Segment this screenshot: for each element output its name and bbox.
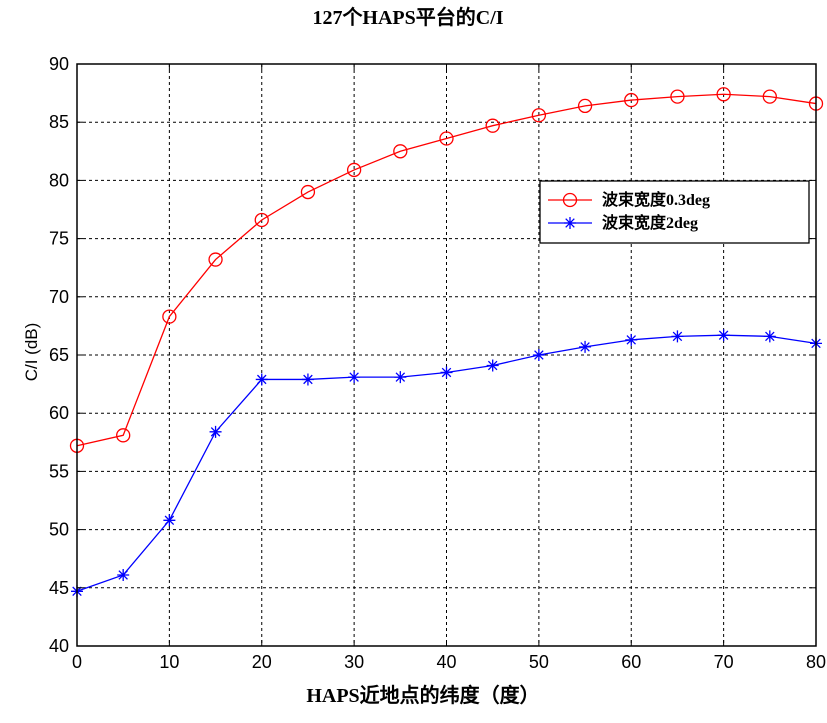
legend-label: 波束宽度2deg: [602, 213, 698, 232]
circle-marker: [762, 89, 777, 104]
circle-marker: [254, 212, 269, 228]
star-marker: [163, 514, 176, 527]
star-marker: [564, 217, 576, 229]
x-tick-label: 10: [159, 652, 179, 672]
circle-marker: [346, 162, 362, 178]
star-marker: [532, 349, 545, 361]
star-marker: [579, 340, 592, 353]
star-marker: [671, 330, 684, 343]
legend-label: 波束宽度0.3deg: [602, 190, 710, 209]
y-tick-label: 75: [49, 229, 69, 249]
series-1: [69, 87, 824, 453]
x-axis-label: HAPS近地点的纬度（度）: [306, 683, 539, 707]
star-marker: [255, 373, 268, 386]
star-marker: [348, 371, 361, 384]
x-tick-label: 60: [621, 652, 641, 672]
legend: 波束宽度0.3deg 波束宽度2deg: [539, 180, 810, 244]
plot-series: [69, 87, 824, 598]
star-marker: [486, 359, 499, 372]
star-marker: [394, 371, 407, 384]
circle-marker: [624, 92, 639, 108]
circle-marker: [716, 87, 731, 102]
y-tick-label: 80: [49, 170, 69, 190]
star-marker: [763, 330, 776, 343]
x-tick-label: 40: [436, 652, 456, 672]
y-tick-label: 85: [49, 112, 69, 132]
grid: [77, 64, 816, 646]
chart-title: 127个HAPS平台的C/I: [312, 5, 503, 29]
y-tick-label: 70: [49, 287, 69, 307]
y-axis-ticks: 40 45 50 55 60 65 70 75 80 85 90: [49, 54, 816, 656]
circle-marker: [531, 108, 547, 123]
circle-marker: [562, 192, 578, 208]
y-tick-label: 65: [49, 345, 69, 365]
star-marker: [440, 366, 453, 379]
legend-box: [539, 180, 810, 244]
circle-marker: [300, 184, 316, 200]
star-marker: [717, 329, 730, 342]
circle-marker: [577, 98, 593, 114]
x-tick-label: 0: [72, 652, 82, 672]
star-marker: [301, 373, 314, 386]
circle-marker: [485, 118, 500, 133]
y-tick-label: 55: [49, 461, 69, 481]
circle-marker: [393, 144, 408, 159]
y-tick-label: 90: [49, 54, 69, 74]
series-line: [76, 93, 817, 447]
x-tick-label: 50: [529, 652, 549, 672]
x-tick-label: 80: [806, 652, 826, 672]
star-marker: [117, 568, 130, 581]
circle-marker: [162, 309, 177, 324]
y-tick-label: 60: [49, 403, 69, 423]
star-marker: [625, 333, 638, 346]
y-tick-label: 40: [49, 636, 69, 656]
y-tick-label: 45: [49, 578, 69, 598]
circle-marker: [439, 131, 454, 146]
y-tick-label: 50: [49, 520, 69, 540]
circle-marker: [116, 428, 131, 443]
x-tick-label: 20: [252, 652, 272, 672]
circle-marker: [208, 252, 223, 267]
star-marker: [209, 425, 222, 438]
x-tick-label: 70: [714, 652, 734, 672]
x-axis-ticks: 0 10 20 30 40 50 60 70 80: [72, 64, 826, 672]
x-tick-label: 30: [344, 652, 364, 672]
circle-marker: [670, 89, 685, 104]
y-axis-label: C/I (dB): [22, 323, 41, 382]
